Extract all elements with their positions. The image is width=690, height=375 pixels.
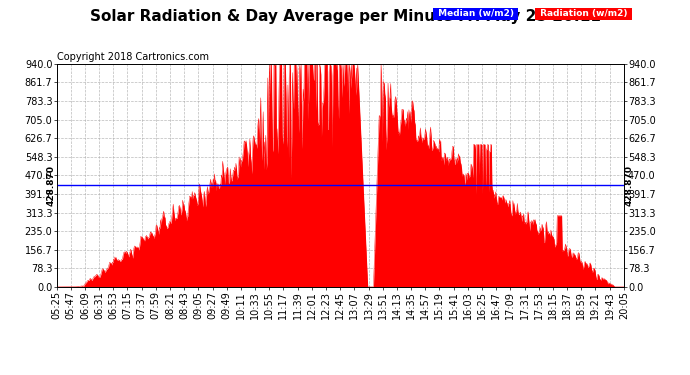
Text: 428.870: 428.870 (47, 165, 56, 206)
Text: Solar Radiation & Day Average per Minute Fri May 25 20:11: Solar Radiation & Day Average per Minute… (90, 9, 600, 24)
Text: Copyright 2018 Cartronics.com: Copyright 2018 Cartronics.com (57, 52, 208, 62)
Text: Median (w/m2): Median (w/m2) (435, 9, 517, 18)
Text: 428.870: 428.870 (624, 165, 633, 206)
Text: Radiation (w/m2): Radiation (w/m2) (537, 9, 631, 18)
